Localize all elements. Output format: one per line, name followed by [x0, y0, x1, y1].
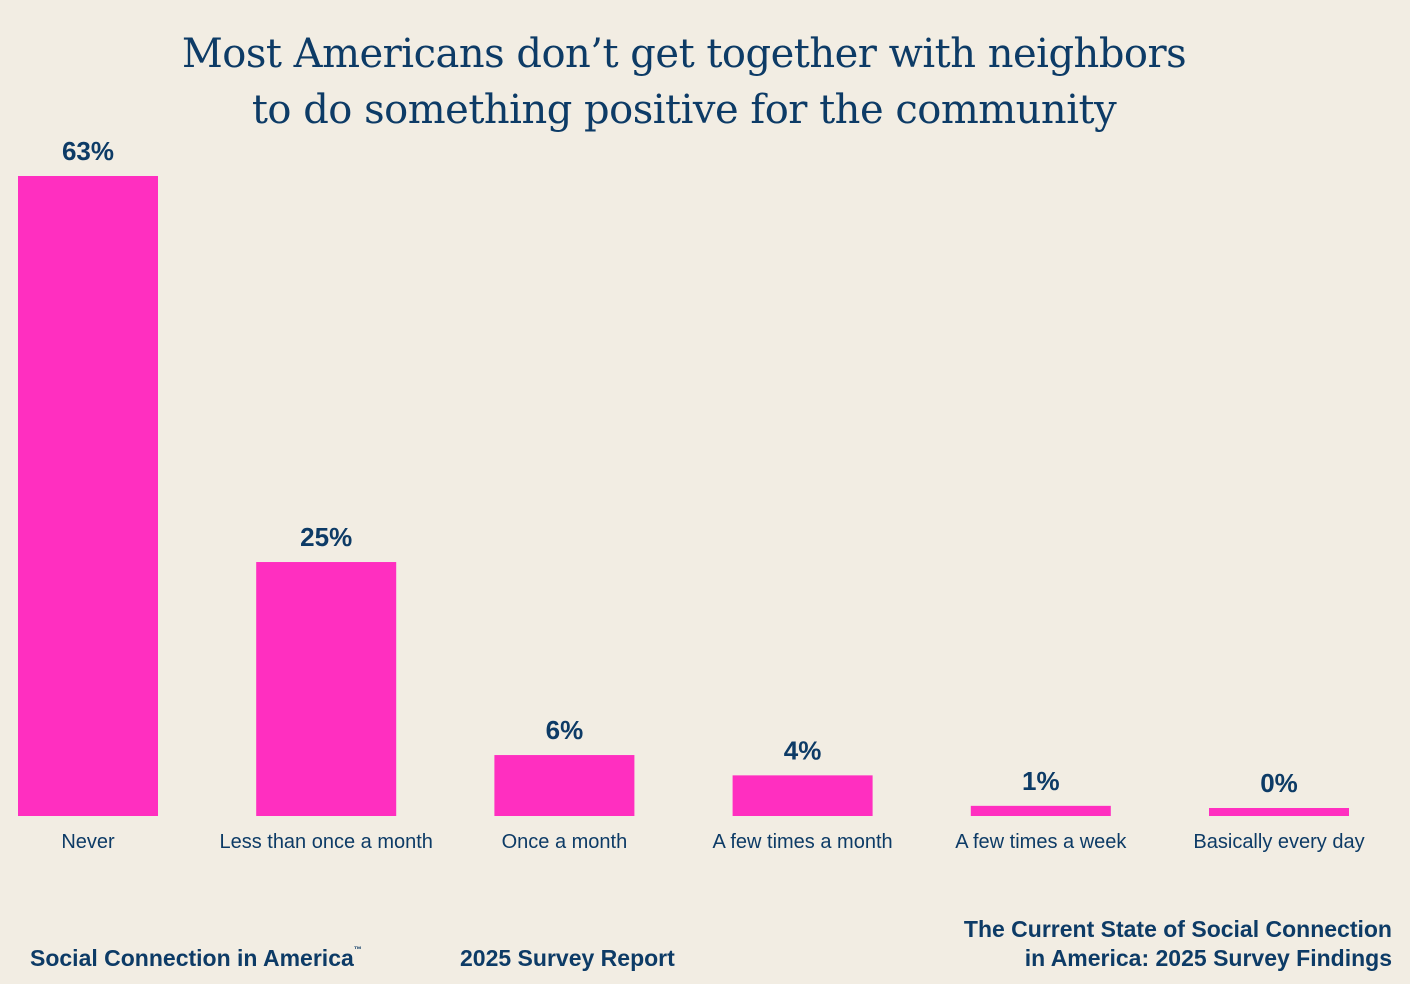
- data-label: 0%: [1260, 768, 1298, 798]
- data-label: 6%: [546, 715, 584, 745]
- data-label: 63%: [62, 136, 114, 166]
- category-label: Less than once a month: [219, 831, 432, 853]
- category-label: Basically every day: [1193, 831, 1364, 853]
- category-label: Never: [61, 831, 115, 853]
- bar-4: [970, 805, 1111, 816]
- footer-report: 2025 Survey Report: [460, 945, 675, 971]
- chart-title-line-2: to do something positive for the communi…: [251, 87, 1117, 133]
- footer-source-line-2: in America: 2025 Survey Findings: [1024, 945, 1392, 971]
- category-label: A few times a month: [713, 831, 893, 853]
- footer-source: The Current State of Social Connection i…: [964, 915, 1392, 973]
- footer-source-line-1: The Current State of Social Connection: [963, 916, 1392, 942]
- chart-title: Most Americans don’t get together with n…: [0, 26, 1368, 138]
- bar-2: [494, 755, 635, 816]
- bar-5: [1209, 808, 1349, 816]
- trademark: ™: [353, 945, 362, 954]
- bar-3: [732, 775, 873, 816]
- bar-0: [18, 176, 158, 816]
- data-label: 1%: [1022, 766, 1060, 796]
- category-label: Once a month: [502, 831, 628, 853]
- data-label: 25%: [300, 522, 352, 552]
- footer-brand: Social Connection in America™: [30, 945, 362, 972]
- bar-1: [256, 562, 397, 816]
- category-label: A few times a week: [955, 831, 1127, 853]
- footer-brand-text: Social Connection in America: [30, 945, 354, 971]
- data-label: 4%: [784, 735, 822, 765]
- chart-title-line-1: Most Americans don’t get together with n…: [181, 31, 1187, 77]
- bar-chart: 63% Never 25% Less than once a month 6% Once …: [18, 136, 1365, 853]
